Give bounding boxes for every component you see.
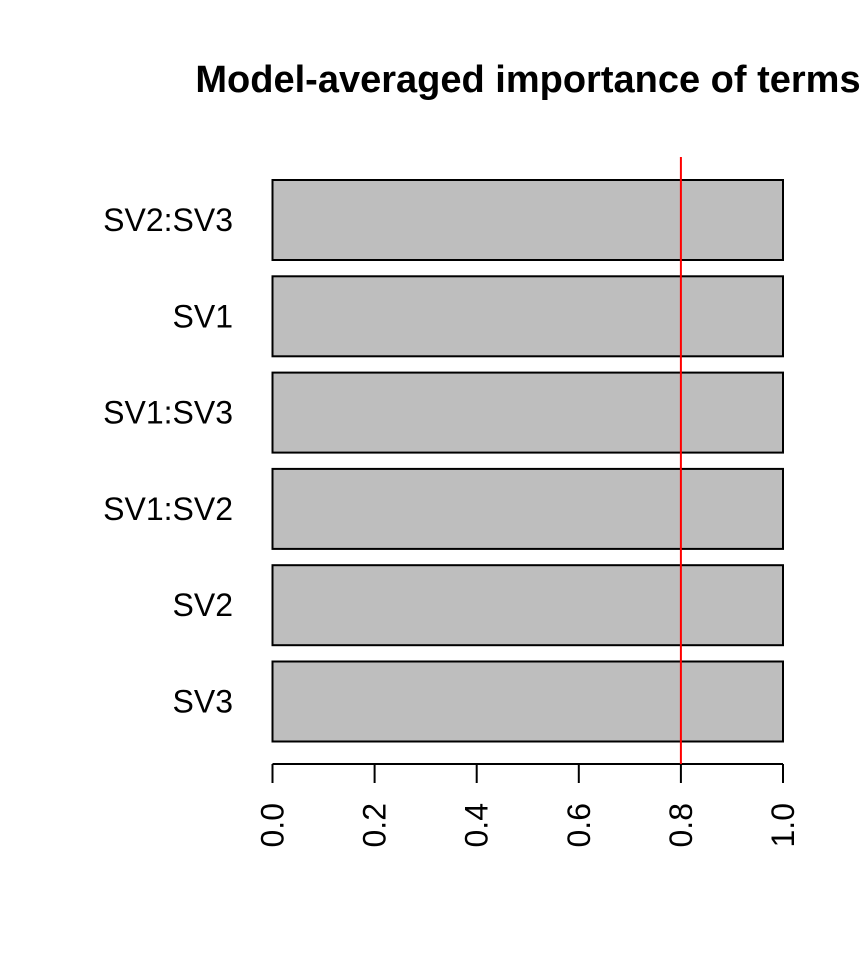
category-label-sv2: SV2 <box>173 587 233 623</box>
category-labels: SV2:SV3 SV1 SV1:SV3 SV1:SV2 SV2 SV3 <box>103 202 233 720</box>
bar-sv1-sv2 <box>271 467 784 550</box>
x-axis: 0.0 0.2 0.4 0.6 0.8 1.0 <box>255 763 801 847</box>
category-label-sv1: SV1 <box>173 298 233 334</box>
category-label-sv3: SV3 <box>173 684 233 720</box>
x-tick-label: 0.2 <box>357 803 393 847</box>
category-label-sv1-sv3: SV1:SV3 <box>103 395 233 431</box>
bars-layer <box>271 179 784 743</box>
x-tick-label: 0.0 <box>255 803 291 847</box>
x-tick-label: 0.8 <box>663 803 699 847</box>
chart-title: Model-averaged importance of terms <box>195 59 860 101</box>
category-label-sv2-sv3: SV2:SV3 <box>103 202 233 238</box>
x-tick-label: 0.6 <box>561 803 597 847</box>
bar-sv3 <box>271 660 784 743</box>
x-tick-label: 1.0 <box>765 803 801 847</box>
x-tick-label: 0.4 <box>459 803 495 847</box>
bar-sv2 <box>271 564 784 647</box>
category-label-sv1-sv2: SV1:SV2 <box>103 491 233 527</box>
bar-sv2-sv3 <box>271 179 784 261</box>
bar-sv1-sv3 <box>271 371 784 454</box>
bar-sv1 <box>271 275 784 358</box>
